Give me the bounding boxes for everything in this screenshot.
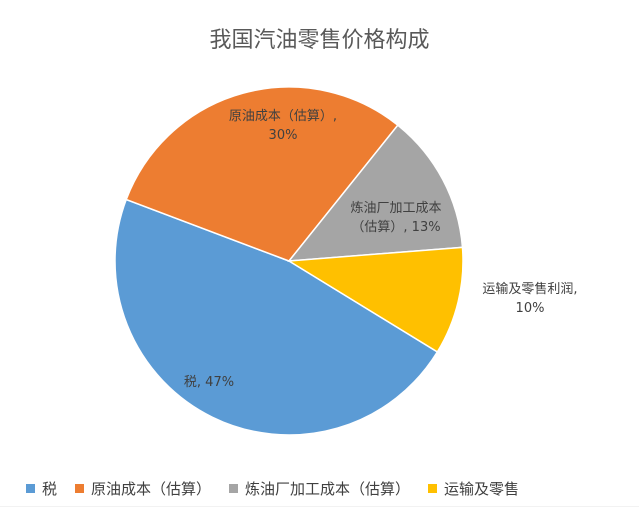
legend-swatch-crude-cost: [75, 484, 85, 493]
chart-title: 我国汽油零售价格构成: [209, 28, 430, 53]
legend-item-crude-cost: 原油成本（估算）: [75, 478, 211, 499]
legend-item-transport-retail: 运输及零售: [428, 478, 519, 499]
legend-item-tax: 税: [26, 478, 57, 499]
pie-slice-crude-cost: [125, 86, 399, 262]
legend-label-refinery-cost: 炼油厂加工成本（估算）: [245, 480, 411, 498]
legend-label-transport-retail: 运输及零售: [444, 480, 520, 498]
pie-slice-tax: [114, 198, 439, 436]
chart-legend: 税 原油成本（估算） 炼油厂加工成本（估算） 运输及零售: [26, 478, 537, 499]
legend-label-tax: 税: [42, 480, 58, 498]
pie-slice-refinery-cost: [287, 124, 464, 262]
data-label-transport-retail: 运输及零售利润, 10%: [482, 281, 577, 316]
legend-item-refinery-cost: 炼油厂加工成本（估算）: [229, 478, 410, 499]
pie-slice-transport-retail: [286, 246, 464, 353]
data-label-crude-cost: 原油成本（估算）, 30%: [229, 109, 337, 143]
legend-swatch-tax: [26, 484, 35, 493]
legend-swatch-refinery-cost: [229, 484, 239, 493]
data-label-refinery-cost: 炼油厂加工成本（估算）, 13%: [350, 201, 441, 235]
legend-swatch-transport-retail: [428, 484, 438, 493]
legend-label-crude-cost: 原油成本（估算）: [91, 480, 212, 498]
chart-bottom-border: [0, 506, 639, 514]
data-label-tax: 税, 47%: [184, 375, 234, 390]
